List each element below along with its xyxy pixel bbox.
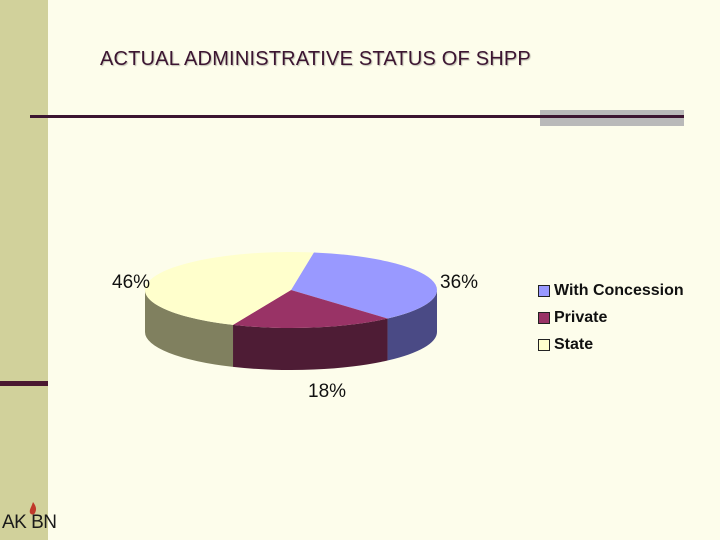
legend-label: State	[554, 335, 594, 353]
organization-logo: AK BN	[0, 500, 70, 540]
legend-swatch-private	[538, 311, 550, 324]
slice-side-with-concession	[387, 290, 438, 361]
slide-title: ACTUAL ADMINISTRATIVE STATUS OF SHPP	[100, 48, 531, 70]
slice-private	[233, 290, 388, 328]
slice-label-private: 18%	[308, 381, 346, 402]
legend-item-state: State	[538, 331, 684, 358]
title-rule	[30, 115, 684, 118]
legend-swatch-state	[538, 338, 550, 351]
slice-label-with-concession: 36%	[440, 272, 478, 293]
chart-legend: With Concession Private State	[538, 277, 684, 358]
side-band	[0, 0, 48, 540]
legend-item-with-concession: With Concession	[538, 277, 684, 304]
title-rule-inner	[540, 115, 684, 118]
slice-state	[145, 252, 314, 325]
legend-swatch-with-concession	[538, 284, 550, 297]
legend-item-private: Private	[538, 304, 684, 331]
slice-side-private	[233, 318, 388, 370]
legend-label: With Concession	[554, 281, 684, 299]
flame-icon	[29, 502, 37, 515]
side-accent-bar	[0, 381, 48, 386]
title-rule-grey-block	[540, 110, 684, 126]
slice-with-concession	[291, 252, 437, 319]
legend-label: Private	[554, 308, 608, 326]
pie-tops	[145, 252, 437, 328]
slice-label-state: 46%	[112, 272, 150, 293]
pie-sides	[145, 290, 438, 370]
logo-text: AK BN	[2, 512, 57, 533]
slice-side-state	[145, 290, 234, 367]
